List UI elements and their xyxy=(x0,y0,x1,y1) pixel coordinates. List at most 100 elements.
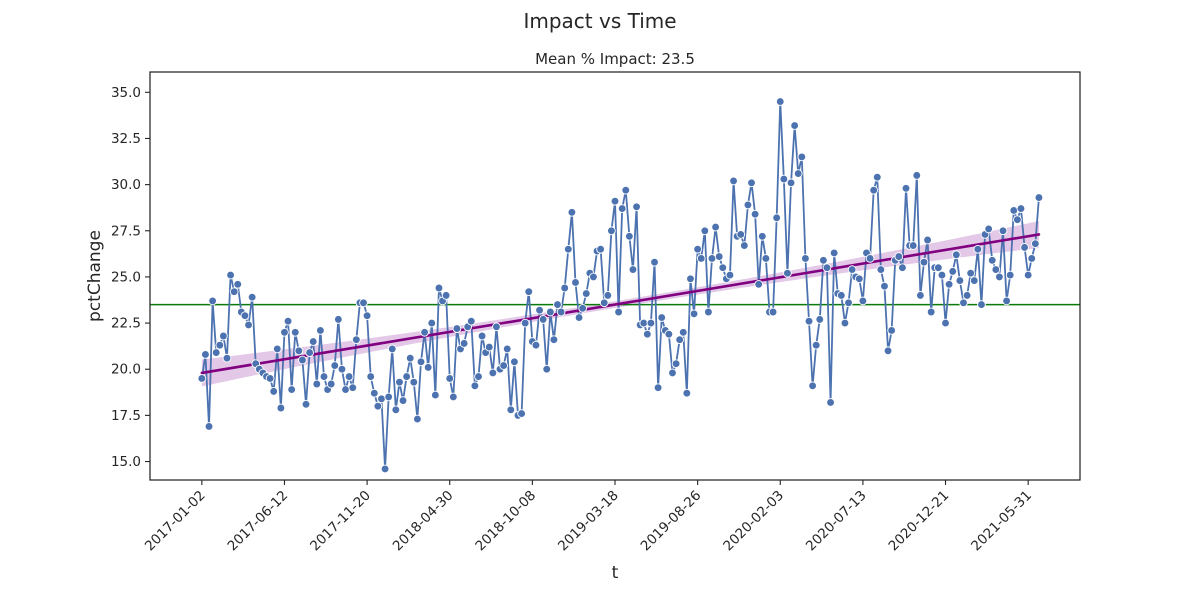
data-point xyxy=(290,327,300,337)
data-point xyxy=(743,200,753,210)
data-point xyxy=(646,318,656,328)
data-point xyxy=(750,209,760,219)
data-point xyxy=(689,309,699,319)
data-point xyxy=(696,254,706,263)
data-point xyxy=(754,279,764,289)
data-point xyxy=(474,372,483,381)
data-point xyxy=(204,422,214,431)
data-point xyxy=(413,414,422,424)
data-point xyxy=(405,353,415,363)
series-line xyxy=(200,100,1040,470)
data-point xyxy=(316,326,325,335)
y-tick-label: 27.5 xyxy=(111,223,141,239)
data-point xyxy=(944,279,954,289)
data-point xyxy=(287,385,297,394)
data-point xyxy=(1016,204,1026,213)
data-point xyxy=(567,207,577,217)
y-tick-label: 35.0 xyxy=(111,85,141,101)
data-point xyxy=(226,270,235,280)
x-axis: 2017-01-02 2017-06-12 2017-11-20 2018-04-30… xyxy=(142,480,1035,554)
data-point xyxy=(653,383,663,393)
data-point xyxy=(517,409,526,418)
data-point xyxy=(581,289,591,298)
data-point xyxy=(919,257,929,267)
x-tick-label: 2017-06-12 xyxy=(224,488,291,555)
x-tick-label: 2018-04-30 xyxy=(390,488,457,555)
y-axis-label: pctChange xyxy=(85,230,105,322)
data-point xyxy=(876,265,886,274)
data-point xyxy=(822,263,832,273)
data-point xyxy=(359,298,368,308)
data-point xyxy=(445,374,455,383)
data-point xyxy=(337,364,347,374)
data-point xyxy=(603,291,613,300)
x-tick-label: 2017-11-20 xyxy=(307,488,374,555)
data-point xyxy=(222,353,232,363)
data-point xyxy=(775,97,785,106)
data-point xyxy=(962,291,972,300)
data-point xyxy=(330,361,340,370)
data-point xyxy=(711,222,720,232)
data-point xyxy=(1030,239,1040,249)
data-point xyxy=(628,265,638,274)
data-point xyxy=(215,340,225,350)
data-point xyxy=(387,344,397,354)
data-point xyxy=(477,331,487,341)
data-point xyxy=(923,235,932,245)
data-point xyxy=(571,278,580,287)
data-point xyxy=(1034,193,1044,202)
y-tick-label: 20.0 xyxy=(111,362,141,378)
data-point xyxy=(1013,215,1022,225)
data-point xyxy=(1027,254,1037,263)
data-point xyxy=(761,254,771,263)
y-tick-label: 15.0 xyxy=(111,454,141,470)
data-point xyxy=(678,327,688,337)
data-point xyxy=(912,171,922,180)
data-point xyxy=(933,263,943,273)
data-point xyxy=(301,399,311,409)
data-point xyxy=(1002,296,1011,306)
data-point xyxy=(736,230,746,239)
data-point xyxy=(704,307,713,317)
data-point xyxy=(880,281,889,291)
data-point xyxy=(233,279,243,289)
data-point xyxy=(898,263,907,273)
data-point xyxy=(959,298,968,308)
data-point xyxy=(937,270,947,280)
data-point xyxy=(506,405,516,415)
data-point xyxy=(747,178,756,188)
data-point xyxy=(452,324,462,333)
data-point xyxy=(951,250,961,260)
data-point xyxy=(351,335,361,345)
data-point xyxy=(553,300,562,309)
data-point xyxy=(380,464,390,474)
data-point xyxy=(617,204,627,213)
data-point xyxy=(542,364,552,374)
data-point xyxy=(535,305,544,315)
data-point xyxy=(1023,270,1033,280)
plot-area xyxy=(150,97,1080,474)
data-point xyxy=(887,326,896,335)
data-point xyxy=(219,331,228,341)
data-point xyxy=(908,241,918,250)
data-point xyxy=(955,276,965,285)
data-point xyxy=(211,348,221,357)
data-point xyxy=(466,316,476,326)
data-point xyxy=(305,348,314,357)
data-point xyxy=(1009,206,1019,215)
data-point xyxy=(668,368,677,378)
data-point xyxy=(790,121,799,130)
x-tick-label: 2019-08-26 xyxy=(638,488,705,555)
data-point xyxy=(607,226,616,236)
data-point xyxy=(369,388,379,398)
data-point xyxy=(901,183,911,193)
data-point xyxy=(675,335,685,345)
data-point xyxy=(377,394,386,404)
data-point xyxy=(545,307,555,317)
chart-subtitle: Mean % Impact: 23.5 xyxy=(535,50,695,68)
data-point xyxy=(319,372,329,381)
data-point xyxy=(334,315,343,324)
data-point xyxy=(621,185,631,195)
data-point xyxy=(779,174,789,184)
